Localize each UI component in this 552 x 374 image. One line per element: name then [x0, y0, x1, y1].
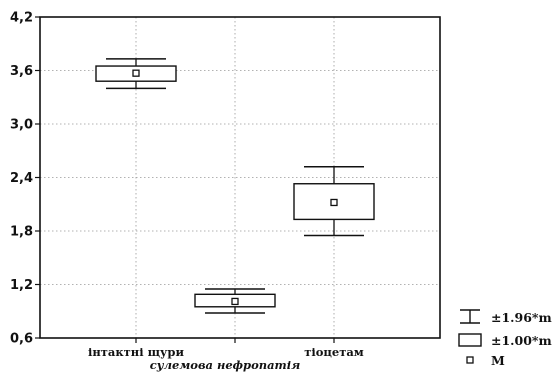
- box-group: [293, 166, 375, 237]
- box-series: [95, 58, 375, 314]
- box-group: [194, 288, 276, 314]
- y-tick-label: 0,6: [10, 332, 33, 347]
- x-category-label: тіоцетам: [304, 345, 364, 359]
- legend-label: ±1.00*m: [491, 333, 552, 348]
- y-tick-label: 3,6: [10, 64, 33, 79]
- legend-label: M: [491, 353, 505, 368]
- y-tick-label: 1,8: [10, 225, 33, 240]
- legend-marker-icon: [466, 356, 474, 364]
- mean-marker: [231, 297, 239, 306]
- x-category-label: сулемова нефропатія: [150, 358, 301, 372]
- y-tick-label: 3,0: [10, 118, 33, 133]
- y-tick-label: 2,4: [10, 171, 33, 186]
- y-tick-label: 4,2: [10, 11, 33, 26]
- mean-marker: [330, 198, 338, 207]
- mean-marker: [132, 69, 140, 77]
- box-group: [95, 58, 177, 90]
- grid: [40, 17, 440, 338]
- legend-box-icon: [458, 333, 482, 347]
- y-axis: 0,6 1,2 1,8 2,4 3,0 3,6 4,2: [10, 11, 40, 347]
- legend-label: ±1.96*m: [491, 310, 552, 325]
- y-tick-label: 1,2: [10, 278, 33, 293]
- x-category-label: інтактні щури: [88, 345, 184, 359]
- legend: ±1.96*m ±1.00*m M: [458, 309, 552, 368]
